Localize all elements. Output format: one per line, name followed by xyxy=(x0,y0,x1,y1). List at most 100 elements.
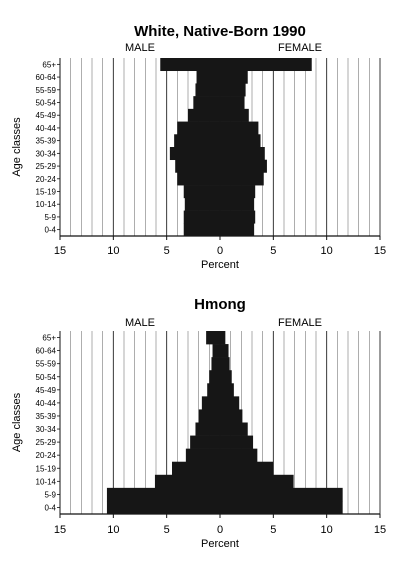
bar-male-35-39 xyxy=(174,134,220,148)
bar-male-0-4 xyxy=(106,500,220,515)
bar-male-55-59 xyxy=(195,83,220,97)
bar-male-0-4 xyxy=(183,223,220,237)
bar-male-60-64 xyxy=(196,70,220,84)
x-axis-label: Percent xyxy=(201,538,239,550)
bar-female-30-34 xyxy=(220,422,248,436)
bar-male-65+ xyxy=(206,331,220,345)
x-tick-label: 10 xyxy=(107,524,119,536)
x-tick-label: 15 xyxy=(54,524,66,536)
bar-male-25-29 xyxy=(190,435,220,449)
bar-male-20-24 xyxy=(185,448,220,463)
bar-female-20-24 xyxy=(220,448,258,463)
bar-female-25-29 xyxy=(220,435,254,449)
bar-male-20-24 xyxy=(177,172,220,186)
bar-female-65+ xyxy=(220,58,312,72)
age-tick-label: 25-29 xyxy=(36,162,57,171)
age-tick-label: 10-14 xyxy=(36,477,57,486)
bar-female-25-29 xyxy=(220,159,267,173)
bar-female-5-9 xyxy=(220,487,343,502)
x-tick-label: 5 xyxy=(164,524,170,536)
bar-male-40-44 xyxy=(201,396,220,410)
age-tick-label: 55-59 xyxy=(36,86,57,95)
male-label: MALE xyxy=(125,42,155,54)
bar-female-20-24 xyxy=(220,172,264,186)
bar-male-10-14 xyxy=(184,197,220,211)
x-tick-label: 5 xyxy=(270,245,276,257)
age-tick-label: 50-54 xyxy=(36,373,57,382)
x-tick-label: 5 xyxy=(270,524,276,536)
bar-male-40-44 xyxy=(177,121,220,135)
bar-female-15-19 xyxy=(220,461,274,476)
x-tick-label: 15 xyxy=(374,524,386,536)
bar-male-35-39 xyxy=(198,409,220,423)
age-tick-label: 25-29 xyxy=(36,438,57,447)
x-tick-label: 0 xyxy=(217,245,223,257)
bar-female-50-54 xyxy=(220,96,245,110)
age-tick-label: 15-19 xyxy=(36,188,57,197)
age-tick-label: 60-64 xyxy=(36,347,57,356)
x-tick-label: 10 xyxy=(321,524,333,536)
y-axis-label: Age classes xyxy=(11,117,23,177)
bar-male-25-29 xyxy=(175,159,220,173)
age-tick-label: 65+ xyxy=(42,334,56,343)
bar-male-5-9 xyxy=(106,487,220,502)
age-tick-label: 20-24 xyxy=(36,451,57,460)
bar-female-55-59 xyxy=(220,83,246,97)
bar-female-45-49 xyxy=(220,108,249,122)
bar-male-50-54 xyxy=(193,96,220,110)
age-tick-label: 40-44 xyxy=(36,124,57,133)
x-tick-label: 10 xyxy=(321,245,333,257)
female-label: FEMALE xyxy=(278,317,322,329)
age-tick-label: 60-64 xyxy=(36,73,57,82)
age-tick-label: 15-19 xyxy=(36,464,57,473)
bar-male-15-19 xyxy=(172,461,220,476)
bar-male-10-14 xyxy=(154,474,220,489)
age-tick-label: 40-44 xyxy=(36,399,57,408)
bar-female-60-64 xyxy=(220,70,248,84)
bar-female-5-9 xyxy=(220,210,256,224)
bar-male-50-54 xyxy=(209,370,220,384)
bar-female-15-19 xyxy=(220,185,256,199)
bar-female-0-4 xyxy=(220,500,343,515)
male-label: MALE xyxy=(125,317,155,329)
bar-female-40-44 xyxy=(220,121,259,135)
age-tick-label: 65+ xyxy=(42,60,56,69)
age-tick-label: 45-49 xyxy=(36,386,57,395)
bar-female-50-54 xyxy=(220,370,232,384)
y-axis-label: Age classes xyxy=(11,392,23,452)
x-tick-label: 15 xyxy=(374,245,386,257)
bar-male-55-59 xyxy=(211,357,220,371)
bar-male-65+ xyxy=(160,58,220,72)
x-tick-label: 5 xyxy=(164,245,170,257)
age-tick-label: 20-24 xyxy=(36,175,57,184)
bar-female-60-64 xyxy=(220,344,229,358)
bar-female-10-14 xyxy=(220,197,255,211)
age-tick-label: 55-59 xyxy=(36,360,57,369)
bar-female-40-44 xyxy=(220,396,240,410)
bar-female-30-34 xyxy=(220,147,265,161)
age-tick-label: 0-4 xyxy=(44,226,56,235)
female-label: FEMALE xyxy=(278,42,322,54)
bar-male-60-64 xyxy=(212,344,220,358)
x-axis-label: Percent xyxy=(201,259,239,271)
age-tick-label: 5-9 xyxy=(44,213,56,222)
bar-female-65+ xyxy=(220,331,226,345)
chart-title: Hmong xyxy=(194,296,246,313)
x-tick-label: 0 xyxy=(217,524,223,536)
age-tick-label: 45-49 xyxy=(36,111,57,120)
x-tick-label: 15 xyxy=(54,245,66,257)
bar-male-15-19 xyxy=(183,185,220,199)
bar-male-30-34 xyxy=(169,147,220,161)
bar-male-30-34 xyxy=(195,422,220,436)
x-tick-label: 10 xyxy=(107,245,119,257)
age-tick-label: 10-14 xyxy=(36,200,57,209)
bar-female-10-14 xyxy=(220,474,294,489)
bar-male-45-49 xyxy=(188,108,220,122)
age-tick-label: 35-39 xyxy=(36,412,57,421)
age-tick-label: 5-9 xyxy=(44,490,56,499)
chart-title: White, Native-Born 1990 xyxy=(134,23,306,40)
bar-female-0-4 xyxy=(220,223,255,237)
age-tick-label: 30-34 xyxy=(36,149,57,158)
